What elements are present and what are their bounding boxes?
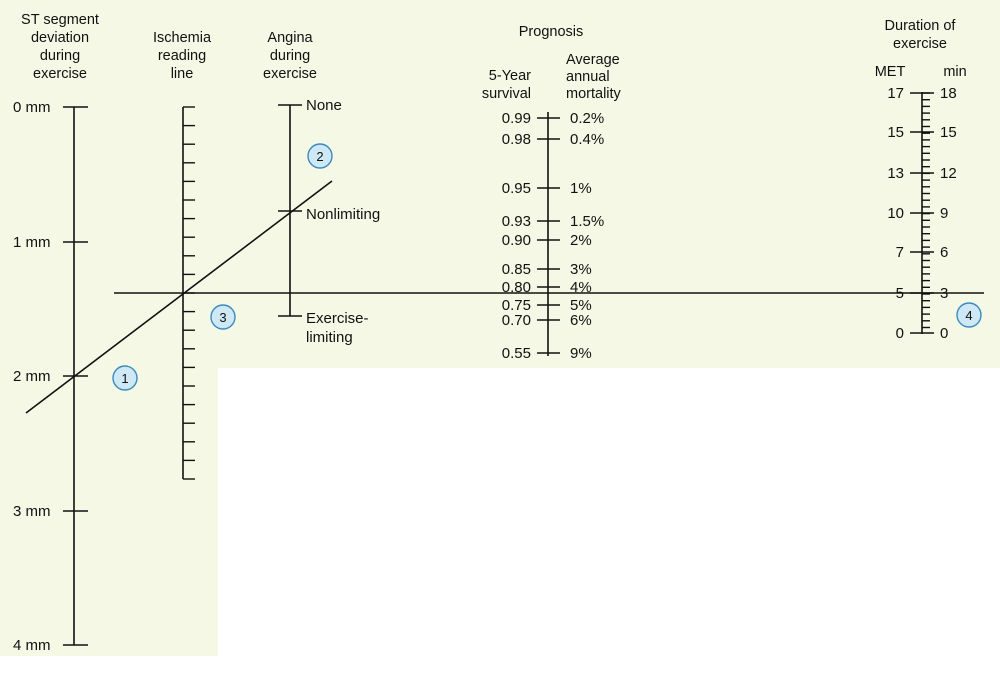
mortality-label: 0.2% (570, 110, 604, 127)
met-label: 10 (887, 205, 904, 222)
survival-label: 0.99 (502, 110, 531, 127)
step-marker-2: 2 (307, 143, 333, 169)
ischemia-title-line-3: line (171, 66, 194, 82)
met-label: 0 (896, 325, 904, 342)
survival-label: 0.95 (502, 180, 531, 197)
st-label-0mm: 0 mm (13, 99, 51, 116)
st-label-3mm: 3 mm (13, 503, 51, 520)
met-label: 13 (887, 165, 904, 182)
min-label: 0 (940, 325, 948, 342)
survival-label: 0.90 (502, 232, 531, 249)
min-label: 15 (940, 124, 957, 141)
ischemia-title-line-2: reading (158, 48, 206, 64)
survival-label: 0.85 (502, 261, 531, 278)
mortality-label: 1.5% (570, 213, 604, 230)
met-label: 15 (887, 124, 904, 141)
st-deviation-axis: ST segment deviation during exercise 0 m… (13, 12, 99, 654)
survival-label: 0.98 (502, 131, 531, 148)
survival-label: 0.55 (502, 345, 531, 362)
duration-axis: Duration of exercise MET min 17 18 15 15 13 1… (875, 18, 967, 342)
min-header: min (943, 64, 966, 80)
st-label-4mm: 4 mm (13, 637, 51, 654)
step-marker-1-label: 1 (121, 371, 128, 386)
survival-label: 0.80 (502, 279, 531, 296)
angina-label-exercise-limiting-2: limiting (306, 329, 353, 346)
step-marker-3-label: 3 (219, 310, 226, 325)
min-label: 18 (940, 85, 957, 102)
angina-label-exercise-limiting-1: Exercise- (306, 310, 369, 327)
survival-label: 0.75 (502, 297, 531, 314)
step-marker-4-label: 4 (965, 308, 972, 323)
mortality-label: 1% (570, 180, 592, 197)
step-marker-4: 4 (956, 302, 982, 328)
st-title-line-4: exercise (33, 66, 87, 82)
mortality-label: 5% (570, 297, 592, 314)
panel-background (0, 0, 1000, 656)
mortality-label: 0.4% (570, 131, 604, 148)
angina-title-line-3: exercise (263, 66, 317, 82)
mortality-label: 9% (570, 345, 592, 362)
met-label: 17 (887, 85, 904, 102)
survival-title-line-1: 5-Year (489, 68, 531, 84)
mortality-label: 6% (570, 312, 592, 329)
angina-title-line-2: during (270, 48, 310, 64)
st-label-1mm: 1 mm (13, 234, 51, 251)
st-title-line-2: deviation (31, 30, 89, 46)
survival-label: 0.70 (502, 312, 531, 329)
mortality-title-line-3: mortality (566, 86, 622, 102)
prognosis-title: Prognosis (519, 24, 583, 40)
st-label-2mm: 2 mm (13, 368, 51, 385)
survival-label: 0.93 (502, 213, 531, 230)
step-marker-3: 3 (210, 304, 236, 330)
mortality-title-line-1: Average (566, 52, 620, 68)
met-label: 7 (896, 244, 904, 261)
angina-label-nonlimiting: Nonlimiting (306, 206, 380, 223)
step-marker-2-label: 2 (316, 149, 323, 164)
duration-title-line-2: exercise (893, 36, 947, 52)
mortality-title-line-2: annual (566, 69, 610, 85)
met-header: MET (875, 64, 906, 80)
diagonal-reading-line (25, 180, 333, 414)
survival-title-line-2: survival (482, 86, 531, 102)
angina-label-none: None (306, 97, 342, 114)
ischemia-title-line-1: Ischemia (153, 30, 212, 46)
prognosis-ticks: 0.99 0.2% 0.98 0.4% 0.95 1% 0.93 1.5% 0.90 2% 0.85… (502, 110, 604, 362)
min-label: 12 (940, 165, 957, 182)
st-title-line-1: ST segment (21, 12, 99, 28)
duration-title-line-1: Duration of (885, 18, 957, 34)
mortality-label: 2% (570, 232, 592, 249)
angina-title-line-1: Angina (267, 30, 313, 46)
prognosis-axis: Prognosis 5-Year survival Average annual… (482, 24, 622, 362)
min-label: 6 (940, 244, 948, 261)
mortality-label: 4% (570, 279, 592, 296)
angina-axis: Angina during exercise None Nonlimiting … (263, 30, 380, 346)
st-title-line-3: during (40, 48, 80, 64)
step-marker-1: 1 (112, 365, 138, 391)
min-label: 9 (940, 205, 948, 222)
duration-minor-ticks (922, 92, 930, 329)
mortality-label: 3% (570, 261, 592, 278)
